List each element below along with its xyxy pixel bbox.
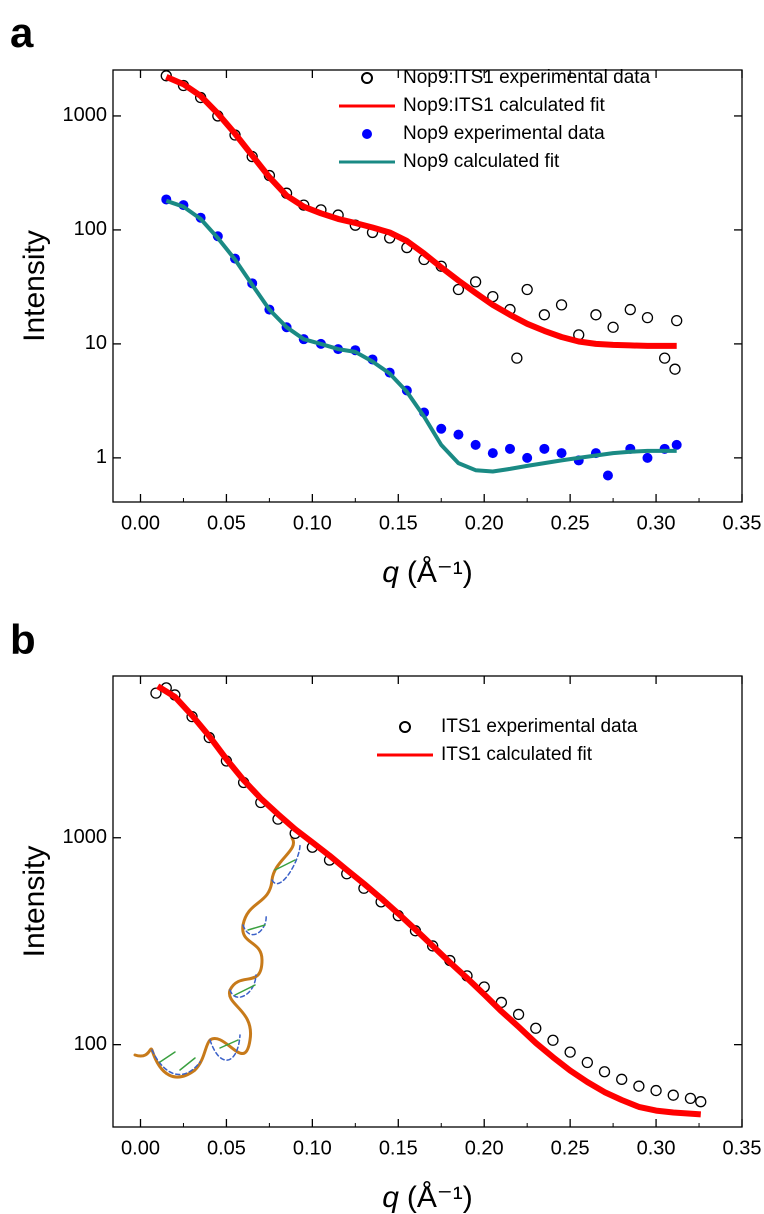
data-point — [556, 448, 567, 459]
data-point — [452, 283, 465, 296]
data-point — [684, 1092, 697, 1105]
legend-label: ITS1 calculated fit — [441, 744, 593, 765]
legend-label: ITS1 experimental data — [441, 716, 638, 737]
x-tick-label: 0.05 — [207, 1137, 246, 1159]
x-axis-unit: (Å⁻¹) — [407, 1181, 473, 1214]
legend-swatch — [399, 721, 411, 733]
data-point — [539, 443, 550, 454]
x-tick-label: 0.20 — [465, 1137, 504, 1159]
data-point — [547, 1034, 559, 1046]
x-tick-label: 0.20 — [465, 512, 504, 534]
y-tick-label: 1000 — [63, 104, 108, 126]
data-point — [607, 321, 619, 333]
data-point — [470, 439, 481, 450]
data-point — [150, 687, 162, 699]
y-tick-label: 100 — [74, 1033, 107, 1055]
legend-swatch — [361, 72, 373, 84]
data-point — [671, 314, 683, 327]
data-point — [487, 448, 498, 459]
data-point — [624, 303, 636, 316]
data-point — [564, 1046, 576, 1058]
x-axis-label: q (Å⁻¹) — [382, 1181, 473, 1214]
data-point — [555, 299, 568, 311]
x-tick-label: 0.25 — [551, 1137, 590, 1159]
x-tick-label: 0.10 — [293, 512, 332, 534]
data-point — [659, 352, 671, 364]
data-point — [590, 309, 602, 321]
data-point — [650, 1084, 662, 1097]
x-tick-label: 0.30 — [637, 1137, 676, 1159]
fit-line — [156, 683, 702, 1118]
data-point — [521, 283, 533, 296]
x-tick-label: 0.25 — [551, 512, 590, 534]
panel-label: b — [10, 616, 36, 663]
plot-area — [150, 682, 707, 1118]
x-tick-label: 0.05 — [207, 512, 246, 534]
data-point — [436, 423, 447, 434]
legend-label: Nop9:ITS1 calculated fit — [403, 95, 605, 116]
data-point — [581, 1056, 593, 1069]
data-point — [602, 470, 613, 481]
x-axis-symbol: q — [382, 1181, 399, 1214]
y-tick-label: 10 — [85, 332, 107, 354]
x-axis-unit: (Å⁻¹) — [407, 556, 473, 589]
data-point — [642, 452, 653, 463]
fit-line — [165, 74, 677, 349]
data-point — [669, 363, 681, 375]
legend-swatch — [362, 129, 372, 139]
panel-label: a — [10, 9, 34, 56]
y-tick-label: 1 — [96, 446, 107, 468]
x-tick-label: 0.30 — [637, 512, 676, 534]
data-point — [530, 1022, 542, 1034]
data-point — [633, 1080, 645, 1092]
y-tick-label: 1000 — [63, 826, 108, 848]
x-tick-label: 0.15 — [379, 1137, 418, 1159]
fit-line — [165, 198, 677, 474]
data-point — [512, 1008, 525, 1021]
plot-area — [160, 70, 683, 481]
data-point — [469, 276, 482, 288]
x-tick-label: 0.10 — [293, 1137, 332, 1159]
data-point — [504, 443, 515, 454]
data-point — [695, 1096, 707, 1108]
data-point — [511, 352, 523, 364]
x-tick-label: 0.35 — [723, 512, 762, 534]
data-point — [598, 1066, 611, 1078]
y-axis-label: Intensity — [18, 846, 51, 958]
legend-label: Nop9:ITS1 experimental data — [403, 67, 651, 88]
data-point — [667, 1089, 679, 1101]
rna-structure-inset — [133, 836, 301, 1079]
legend-label: Nop9 calculated fit — [403, 151, 560, 172]
x-tick-label: 0.15 — [379, 512, 418, 534]
x-axis-label: q (Å⁻¹) — [382, 556, 473, 589]
data-point — [641, 311, 654, 324]
data-point — [453, 429, 464, 440]
data-point — [616, 1073, 628, 1085]
x-tick-label: 0.00 — [121, 1137, 160, 1159]
plot-frame — [112, 69, 743, 503]
x-tick-label: 0.00 — [121, 512, 160, 534]
data-point — [522, 452, 533, 463]
data-point — [671, 439, 682, 450]
plot-frame — [112, 675, 743, 1128]
y-tick-label: 100 — [74, 218, 107, 240]
data-point — [538, 309, 551, 321]
x-axis-symbol: q — [382, 556, 399, 589]
y-axis-label: Intensity — [18, 230, 51, 342]
x-tick-label: 0.35 — [723, 1137, 762, 1159]
legend-label: Nop9 experimental data — [403, 123, 605, 144]
